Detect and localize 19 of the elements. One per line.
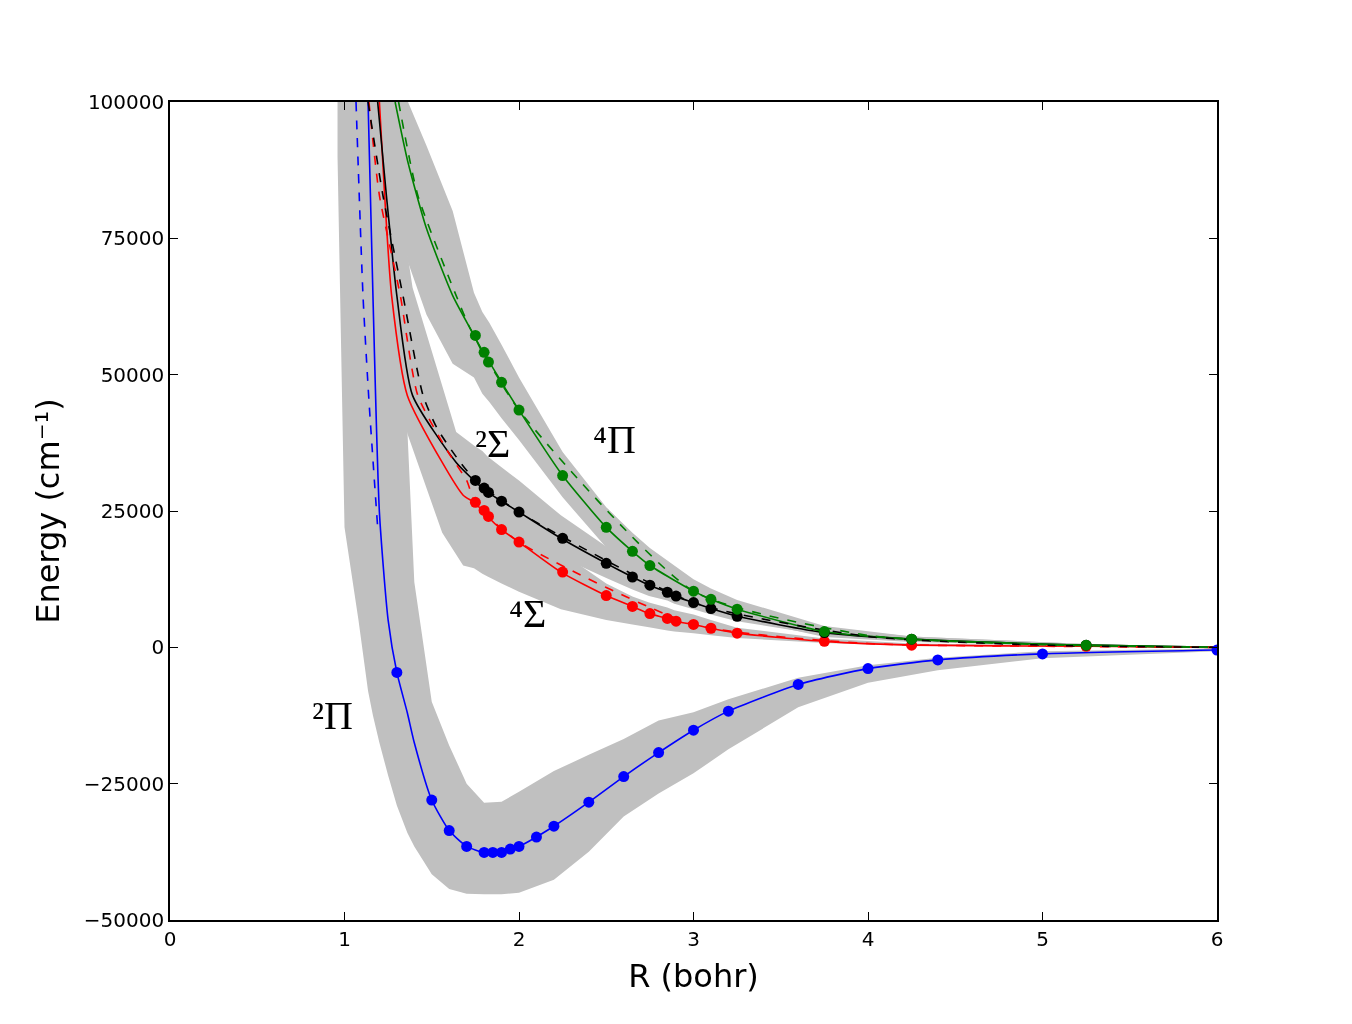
x-tick-label: 4 [861, 926, 875, 951]
x-tick-label: 3 [687, 926, 700, 951]
y-tick-label: −25000 [83, 771, 165, 796]
x-tick-label: 2 [512, 926, 526, 951]
annotation: ⁴Σ [509, 591, 547, 636]
annotation: ²Σ [475, 421, 511, 466]
x-tick-label: 1 [338, 926, 351, 951]
y-tick-label: 75000 [100, 226, 165, 251]
annotation: ²Π [312, 693, 353, 738]
x-tick-label: 5 [1036, 926, 1049, 951]
x-tick-label: 6 [1210, 926, 1224, 951]
y-tick-label: 100000 [87, 90, 165, 114]
x-axis-title: R (bohr) [628, 957, 759, 996]
y-tick-label: 0 [151, 635, 165, 660]
y-axis-title: Energy (cm⁻¹) [28, 398, 67, 624]
y-tick-label: 50000 [100, 362, 165, 387]
annotation: ⁴Π [593, 417, 636, 462]
y-tick-label: −50000 [83, 908, 165, 932]
y-tick-label: 25000 [100, 499, 165, 523]
